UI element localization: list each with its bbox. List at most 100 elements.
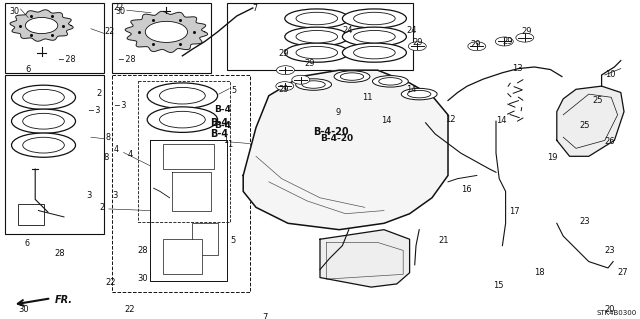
Text: 30: 30 [138,274,148,283]
Ellipse shape [23,113,65,129]
Bar [227,3,413,70]
Ellipse shape [342,9,406,28]
Bar [163,144,214,169]
Text: 14: 14 [496,116,506,125]
Ellipse shape [285,27,349,46]
Ellipse shape [340,73,364,80]
Text: 8: 8 [106,133,111,142]
Text: 30: 30 [10,7,20,16]
Text: 29: 29 [522,27,532,36]
Ellipse shape [296,46,338,59]
Text: 1: 1 [227,140,232,149]
Ellipse shape [296,12,338,25]
Text: 9: 9 [336,108,341,117]
Bar [112,75,250,292]
Text: B-4-20: B-4-20 [314,127,349,137]
Text: 19: 19 [547,153,557,162]
Text: 22: 22 [106,278,116,286]
Circle shape [408,42,426,51]
Ellipse shape [353,46,396,59]
Circle shape [495,37,513,46]
Text: 29: 29 [413,38,423,47]
Ellipse shape [401,88,437,100]
Text: 28: 28 [54,249,65,258]
Ellipse shape [408,90,431,98]
Text: STK4B0300: STK4B0300 [596,310,637,316]
Ellipse shape [147,83,218,108]
Text: 2: 2 [99,203,104,212]
Ellipse shape [334,71,370,82]
Text: 28: 28 [138,246,148,255]
Ellipse shape [147,107,218,132]
Text: 4: 4 [128,150,133,159]
Text: 17: 17 [509,207,520,216]
Polygon shape [243,70,448,230]
Bar [192,223,218,255]
Ellipse shape [342,27,406,46]
Text: 16: 16 [461,185,472,194]
Polygon shape [320,230,410,287]
Text: 8: 8 [104,153,109,162]
Text: 3: 3 [86,191,92,200]
Text: 29: 29 [502,37,513,46]
Text: 30: 30 [115,7,125,16]
Bar [5,3,104,73]
Ellipse shape [302,81,325,88]
Circle shape [276,82,294,91]
Text: 11: 11 [362,93,372,101]
Ellipse shape [12,133,76,157]
Ellipse shape [296,31,338,43]
Text: 29: 29 [278,49,289,58]
Bar [138,81,230,222]
Ellipse shape [23,137,65,153]
Ellipse shape [159,111,205,128]
Text: 18: 18 [534,268,545,277]
Ellipse shape [159,87,205,104]
Ellipse shape [23,89,65,105]
Ellipse shape [372,76,408,87]
Text: 3: 3 [112,191,117,200]
Text: 25: 25 [592,96,602,105]
Ellipse shape [353,12,396,25]
Ellipse shape [12,85,76,109]
Text: 26: 26 [605,137,616,146]
Text: B-4: B-4 [214,121,232,130]
Ellipse shape [12,109,76,133]
Circle shape [516,33,534,42]
Text: 6: 6 [26,65,31,74]
Bar [18,204,44,225]
Text: 21: 21 [438,236,449,245]
Circle shape [145,21,188,42]
Text: ─ 3: ─ 3 [88,106,100,115]
Bar [163,239,202,274]
Ellipse shape [353,31,396,43]
Text: B-4: B-4 [210,129,228,139]
Text: 5: 5 [230,236,236,245]
Ellipse shape [296,79,332,90]
Ellipse shape [285,9,349,28]
Text: 29: 29 [278,85,289,93]
Text: ─ 3: ─ 3 [114,101,126,110]
Text: 14: 14 [381,116,391,125]
Text: 7: 7 [253,4,258,13]
Text: 22: 22 [113,3,124,11]
Text: 15: 15 [493,281,503,290]
Circle shape [26,18,58,33]
Ellipse shape [342,43,406,62]
Text: 24: 24 [342,26,353,34]
Text: B-4: B-4 [214,105,232,114]
Polygon shape [557,86,624,156]
Circle shape [468,42,486,51]
Text: 24: 24 [406,26,417,34]
Text: ─ 28: ─ 28 [58,55,75,63]
Text: FR.: FR. [54,295,72,305]
Text: 10: 10 [605,70,615,79]
Text: 20: 20 [605,305,615,314]
Text: 27: 27 [618,268,628,277]
Text: 30: 30 [18,305,29,314]
Text: ─ 28: ─ 28 [118,55,136,63]
Text: 23: 23 [605,246,616,255]
Circle shape [276,66,294,75]
Bar [112,3,211,73]
Text: B-4-20: B-4-20 [320,134,353,143]
